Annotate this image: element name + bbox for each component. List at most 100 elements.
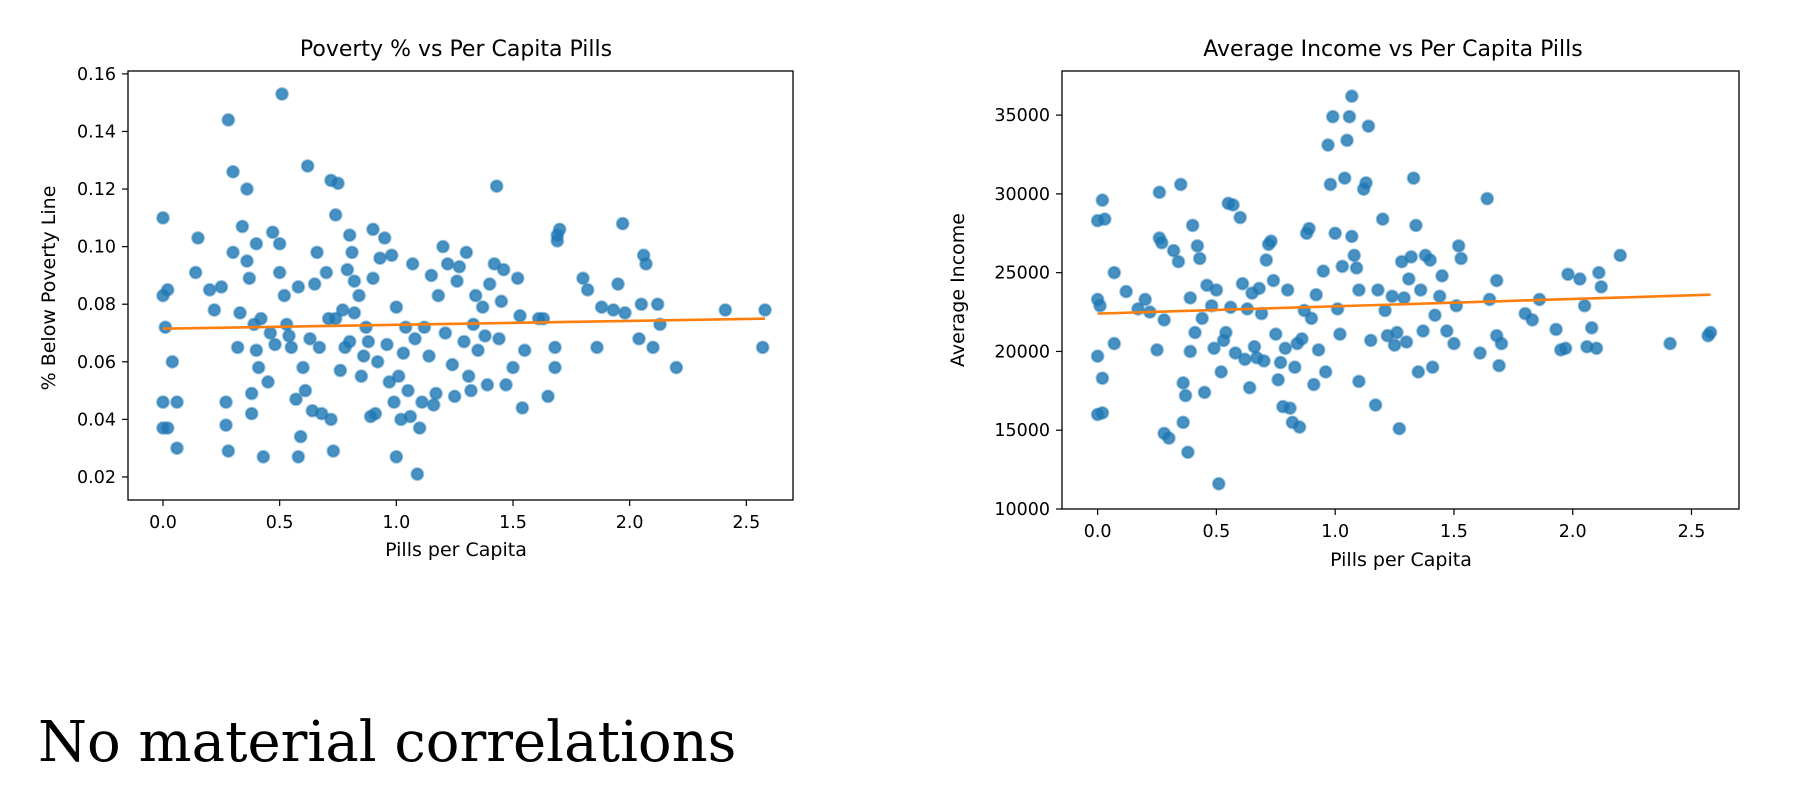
data-point bbox=[1295, 331, 1309, 346]
x-tick-label: 0.0 bbox=[149, 513, 177, 533]
data-point bbox=[268, 337, 282, 352]
data-point bbox=[1613, 248, 1628, 263]
data-point bbox=[1361, 119, 1376, 134]
data-point bbox=[1171, 254, 1186, 269]
data-point bbox=[230, 340, 245, 355]
y-tick-label: 20000 bbox=[994, 342, 1050, 362]
data-point bbox=[1480, 191, 1495, 206]
x-tick-label: 2.5 bbox=[732, 513, 760, 533]
data-point bbox=[426, 398, 441, 412]
data-point bbox=[606, 303, 621, 317]
data-point bbox=[310, 245, 324, 260]
data-point bbox=[548, 360, 562, 375]
data-point bbox=[1325, 109, 1340, 124]
x-tick-label: 0.5 bbox=[266, 513, 294, 533]
data-point bbox=[331, 176, 345, 191]
y-tick-label: 10000 bbox=[994, 500, 1050, 520]
data-point bbox=[1247, 339, 1262, 354]
data-point bbox=[1473, 346, 1487, 360]
data-point bbox=[1190, 238, 1205, 253]
data-point bbox=[284, 340, 299, 355]
data-point bbox=[156, 395, 170, 410]
data-point bbox=[1349, 261, 1364, 275]
data-point bbox=[240, 254, 254, 268]
data-point bbox=[1703, 325, 1718, 340]
data-point bbox=[1454, 251, 1468, 266]
data-point bbox=[1344, 229, 1359, 244]
data-point bbox=[510, 271, 525, 286]
data-point bbox=[354, 369, 369, 384]
data-point bbox=[226, 245, 240, 260]
data-point bbox=[1280, 283, 1295, 297]
data-point bbox=[1378, 303, 1392, 318]
data-point bbox=[1359, 175, 1373, 190]
data-point bbox=[300, 159, 315, 173]
data-point bbox=[1252, 281, 1267, 296]
data-point bbox=[1152, 185, 1167, 200]
data-point bbox=[277, 288, 292, 303]
data-point bbox=[1409, 218, 1423, 233]
data-point bbox=[191, 231, 205, 245]
data-point bbox=[389, 449, 404, 464]
data-point bbox=[328, 311, 343, 326]
data-point bbox=[170, 395, 184, 410]
data-point bbox=[359, 320, 373, 335]
data-point bbox=[611, 277, 625, 291]
data-point bbox=[347, 305, 362, 320]
data-point bbox=[1304, 311, 1319, 326]
data-point bbox=[1340, 133, 1354, 148]
data-point bbox=[431, 288, 446, 303]
data-point bbox=[1090, 349, 1105, 364]
scatter-points bbox=[1090, 89, 1718, 491]
y-tick-label: 0.12 bbox=[77, 180, 116, 200]
data-point bbox=[1235, 276, 1250, 291]
data-point bbox=[632, 331, 646, 346]
data-point bbox=[382, 375, 397, 389]
data-point bbox=[445, 357, 460, 372]
data-point bbox=[1368, 398, 1383, 412]
data-point bbox=[1432, 289, 1447, 304]
data-point bbox=[1219, 325, 1233, 340]
data-point bbox=[1558, 341, 1573, 356]
data-point bbox=[303, 331, 317, 346]
data-point bbox=[296, 360, 310, 375]
data-point bbox=[1223, 300, 1238, 315]
caption-text: No material correlations bbox=[38, 710, 737, 775]
x-ticks: 0.0 0.5 1.0 1.5 2.0 2.5 bbox=[149, 500, 760, 533]
trend-line-path bbox=[162, 317, 766, 330]
data-point bbox=[1097, 212, 1112, 227]
y-axis-label: Average Income bbox=[947, 213, 969, 367]
data-point bbox=[251, 360, 266, 375]
data-point bbox=[207, 303, 222, 317]
data-point bbox=[438, 326, 453, 340]
data-point bbox=[1138, 292, 1153, 307]
data-point bbox=[1318, 365, 1333, 379]
data-point bbox=[1095, 405, 1110, 420]
data-point bbox=[646, 340, 660, 355]
data-point bbox=[429, 386, 443, 401]
data-point bbox=[718, 303, 733, 317]
data-point bbox=[226, 164, 240, 179]
data-point bbox=[249, 236, 264, 251]
data-point bbox=[1242, 380, 1257, 395]
data-point bbox=[401, 383, 415, 398]
data-point bbox=[471, 343, 485, 358]
data-point bbox=[452, 259, 467, 274]
data-point bbox=[758, 303, 772, 317]
data-point bbox=[1107, 265, 1122, 280]
data-point bbox=[1228, 346, 1243, 360]
data-point bbox=[412, 421, 427, 435]
data-point bbox=[1525, 313, 1540, 327]
data-point bbox=[221, 113, 236, 127]
data-point bbox=[1572, 272, 1587, 286]
data-point bbox=[1344, 89, 1359, 104]
chart-title: Average Income vs Per Capita Pills bbox=[1203, 37, 1582, 62]
data-point bbox=[275, 87, 289, 101]
data-point bbox=[1352, 374, 1366, 389]
data-point bbox=[254, 311, 268, 326]
data-point bbox=[1273, 355, 1288, 370]
data-point bbox=[1166, 243, 1181, 258]
data-point bbox=[1197, 385, 1212, 400]
data-point bbox=[347, 274, 362, 289]
data-point bbox=[1584, 320, 1599, 335]
